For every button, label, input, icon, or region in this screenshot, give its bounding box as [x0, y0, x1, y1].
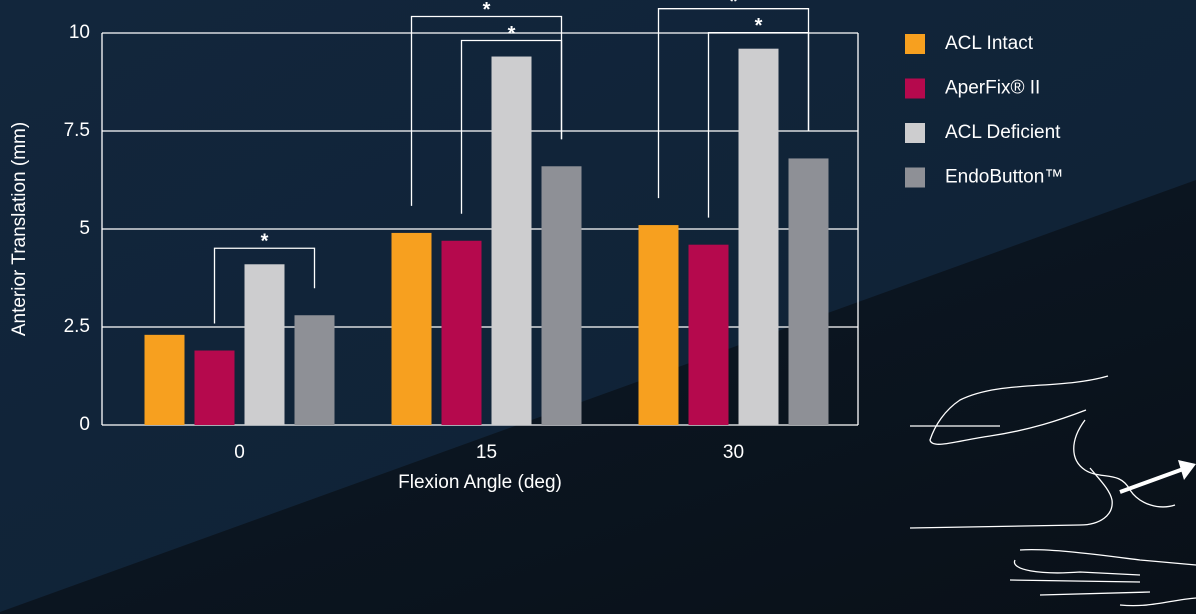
bar [688, 244, 729, 425]
y-axis-title: Anterior Translation (mm) [9, 122, 30, 336]
hand-outline [1039, 591, 1151, 596]
background-shade [0, 180, 1196, 614]
legend-label: AperFix® II [945, 78, 1040, 99]
legend-swatch [905, 34, 925, 54]
bar [738, 48, 779, 426]
bar [541, 166, 582, 425]
y-tick-label: 0 [79, 414, 90, 435]
significance-bracket [213, 247, 316, 324]
y-tick-label: 5 [79, 218, 90, 239]
legend-swatch [905, 167, 925, 188]
x-axis-title: Flexion Angle (deg) [398, 472, 562, 493]
significance-label: * [483, 0, 491, 21]
hand-outline [1073, 419, 1176, 508]
legend-swatch [905, 78, 925, 99]
bar [294, 315, 335, 425]
legend-label: ACL Intact [945, 33, 1034, 54]
legend-label: EndoButton™ [945, 167, 1063, 188]
hand-outline [1009, 579, 1141, 583]
x-tick-label: 0 [234, 442, 245, 463]
significance-label: * [508, 23, 516, 45]
bar [491, 56, 532, 426]
bar [441, 240, 482, 425]
x-tick-label: 30 [723, 442, 744, 463]
bar [244, 264, 285, 425]
bar [391, 232, 432, 425]
hand-outline [929, 375, 1109, 445]
hand-outline [1119, 597, 1196, 607]
x-tick-label: 15 [476, 442, 497, 463]
significance-label: * [261, 231, 269, 253]
legend-swatch [905, 123, 925, 143]
bar [194, 350, 235, 425]
bar [788, 158, 829, 425]
significance-label: * [730, 0, 738, 13]
arrow-head [1178, 460, 1196, 480]
knee-illustration [909, 375, 1196, 607]
significance-bracket [657, 8, 810, 199]
y-tick-label: 2.5 [64, 316, 90, 337]
bar [144, 334, 185, 425]
significance-label: * [755, 15, 763, 37]
legend-label: ACL Deficient [945, 122, 1061, 143]
hand-outline [1013, 559, 1141, 576]
arrow [1119, 466, 1187, 494]
significance-bracket [410, 15, 563, 206]
bar [638, 225, 679, 425]
hand-outline [909, 467, 1113, 529]
hand-outline [1019, 549, 1196, 566]
y-tick-label: 10 [69, 22, 90, 43]
y-tick-label: 7.5 [64, 120, 90, 141]
